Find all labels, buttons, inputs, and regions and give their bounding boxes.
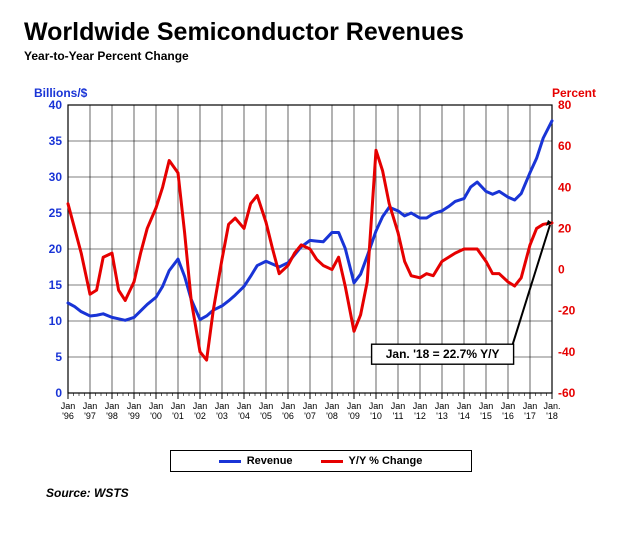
svg-text:Jan: Jan <box>325 401 340 411</box>
source-label: Source: WSTS <box>46 486 617 500</box>
svg-text:'07: '07 <box>304 411 316 421</box>
svg-text:0: 0 <box>558 263 565 277</box>
legend-label: Y/Y % Change <box>349 455 423 467</box>
svg-text:'12: '12 <box>414 411 426 421</box>
svg-text:35: 35 <box>49 134 63 148</box>
svg-text:Jan: Jan <box>457 401 472 411</box>
svg-text:'97: '97 <box>84 411 96 421</box>
svg-text:Jan: Jan <box>193 401 208 411</box>
svg-text:Jan: Jan <box>347 401 362 411</box>
svg-text:'00: '00 <box>150 411 162 421</box>
svg-text:'02: '02 <box>194 411 206 421</box>
svg-text:'09: '09 <box>348 411 360 421</box>
svg-text:Jan.: Jan. <box>543 401 560 411</box>
svg-text:Jan: Jan <box>105 401 120 411</box>
svg-text:'16: '16 <box>502 411 514 421</box>
svg-text:Jan: Jan <box>369 401 384 411</box>
svg-text:'15: '15 <box>480 411 492 421</box>
legend-label: Revenue <box>247 455 293 467</box>
svg-text:'01: '01 <box>172 411 184 421</box>
chart-subtitle: Year-to-Year Percent Change <box>24 49 617 63</box>
svg-text:Jan: Jan <box>391 401 406 411</box>
svg-text:Jan: Jan <box>237 401 252 411</box>
svg-text:'17: '17 <box>524 411 536 421</box>
legend-swatch <box>321 460 343 463</box>
svg-text:'03: '03 <box>216 411 228 421</box>
svg-text:-60: -60 <box>558 386 576 400</box>
svg-text:Jan. '18 = 22.7% Y/Y: Jan. '18 = 22.7% Y/Y <box>386 347 500 361</box>
svg-text:Jan: Jan <box>413 401 428 411</box>
svg-text:15: 15 <box>49 278 63 292</box>
svg-text:80: 80 <box>558 98 572 112</box>
svg-text:Jan: Jan <box>435 401 450 411</box>
svg-text:0: 0 <box>55 386 62 400</box>
svg-text:Jan: Jan <box>479 401 494 411</box>
chart-area: 0510152025303540-60-40-20020406080Jan'96… <box>24 79 617 444</box>
svg-text:'06: '06 <box>282 411 294 421</box>
legend-item-revenue: Revenue <box>219 455 293 467</box>
svg-text:'98: '98 <box>106 411 118 421</box>
svg-text:'96: '96 <box>62 411 74 421</box>
svg-text:-20: -20 <box>558 304 576 318</box>
svg-text:Jan: Jan <box>83 401 98 411</box>
svg-text:Billions/$: Billions/$ <box>34 86 88 100</box>
svg-text:Jan: Jan <box>501 401 516 411</box>
chart-title: Worldwide Semiconductor Revenues <box>24 18 617 47</box>
svg-text:'04: '04 <box>238 411 250 421</box>
svg-text:40: 40 <box>558 180 572 194</box>
legend-item-yoy: Y/Y % Change <box>321 455 423 467</box>
svg-text:Jan: Jan <box>61 401 76 411</box>
legend-swatch <box>219 460 241 463</box>
legend: Revenue Y/Y % Change <box>170 450 472 472</box>
svg-text:Jan: Jan <box>127 401 142 411</box>
svg-text:'10: '10 <box>370 411 382 421</box>
svg-text:20: 20 <box>558 221 572 235</box>
svg-text:-40: -40 <box>558 345 576 359</box>
svg-text:25: 25 <box>49 206 63 220</box>
chart-card: Worldwide Semiconductor Revenues Year-to… <box>0 0 641 518</box>
svg-text:60: 60 <box>558 139 572 153</box>
svg-text:5: 5 <box>55 350 62 364</box>
svg-text:Jan: Jan <box>303 401 318 411</box>
svg-text:20: 20 <box>49 242 63 256</box>
svg-text:Jan: Jan <box>523 401 538 411</box>
svg-text:Percent: Percent <box>552 86 596 100</box>
svg-text:Jan: Jan <box>259 401 274 411</box>
svg-text:'05: '05 <box>260 411 272 421</box>
svg-text:Jan: Jan <box>149 401 164 411</box>
svg-text:30: 30 <box>49 170 63 184</box>
svg-text:'99: '99 <box>128 411 140 421</box>
svg-text:'14: '14 <box>458 411 470 421</box>
svg-text:'11: '11 <box>392 411 403 421</box>
svg-text:Jan: Jan <box>171 401 186 411</box>
dual-axis-line-chart: 0510152025303540-60-40-20020406080Jan'96… <box>24 79 604 439</box>
svg-text:10: 10 <box>49 314 63 328</box>
svg-text:Jan: Jan <box>215 401 230 411</box>
svg-text:'18: '18 <box>546 411 558 421</box>
svg-text:'08: '08 <box>326 411 338 421</box>
svg-text:40: 40 <box>49 98 63 112</box>
svg-text:Jan: Jan <box>281 401 296 411</box>
svg-text:'13: '13 <box>436 411 448 421</box>
